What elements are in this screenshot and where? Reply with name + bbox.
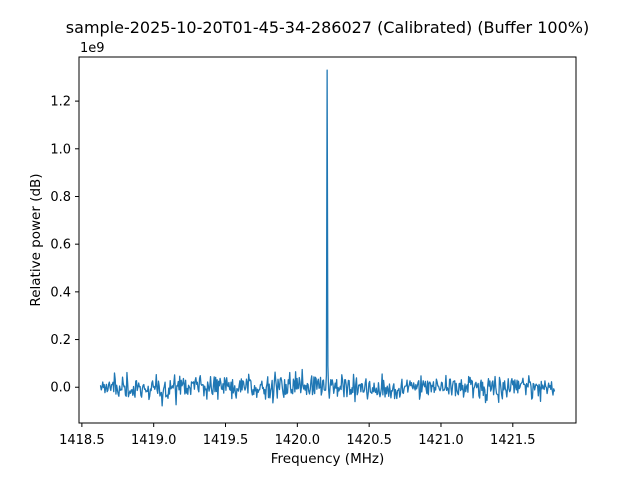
y-axis-offset-label: 1e9	[80, 41, 105, 56]
y-axis-label: Relative power (dB)	[28, 173, 44, 307]
x-tick-label: 1419.5	[203, 433, 249, 448]
x-tick-label: 1418.5	[59, 433, 105, 448]
x-tick-label: 1419.0	[131, 433, 177, 448]
axes-frame	[78, 56, 577, 424]
y-tick-label: 0.6	[50, 238, 71, 253]
y-tick-label: 1.0	[50, 142, 71, 157]
chart-title: sample-2025-10-20T01-45-34-286027 (Calib…	[65, 18, 590, 37]
x-tick-label: 1421.5	[490, 433, 536, 448]
x-axis-label: Frequency (MHz)	[270, 451, 385, 467]
y-tick-label: 1.2	[50, 95, 71, 110]
x-tick-label: 1420.0	[275, 433, 321, 448]
x-tick-label: 1421.0	[418, 433, 464, 448]
y-tick-label: 0.0	[50, 381, 71, 396]
y-tick-label: 0.2	[50, 333, 71, 348]
x-tick-label: 1420.5	[346, 433, 392, 448]
spectrum-line	[99, 69, 556, 407]
y-tick-label: 0.8	[50, 190, 71, 205]
y-tick-label: 0.4	[50, 285, 71, 300]
